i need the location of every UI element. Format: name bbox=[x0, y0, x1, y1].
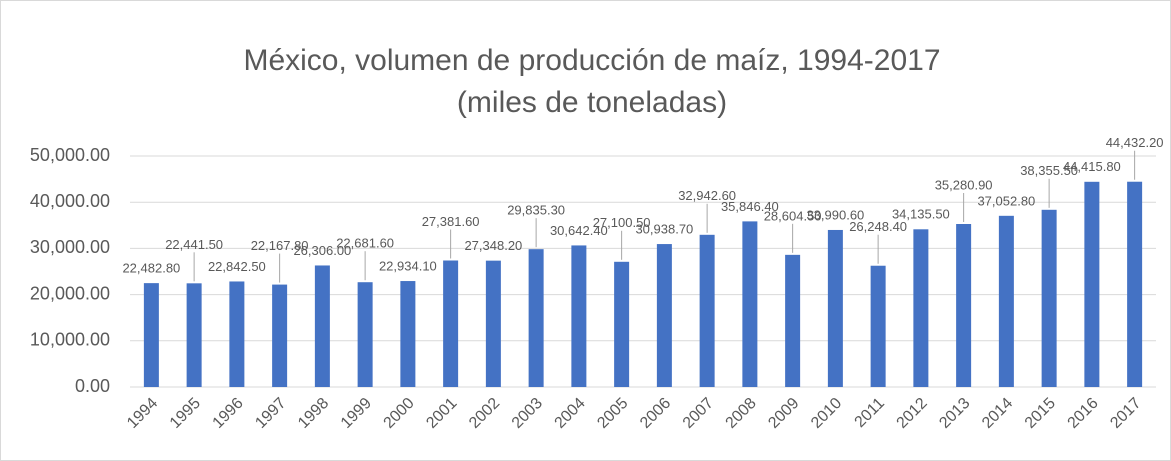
bar bbox=[143, 283, 159, 387]
value-label: 26,248.40 bbox=[849, 219, 907, 234]
bar bbox=[913, 229, 929, 387]
y-tick-label: 20,000.00 bbox=[30, 283, 110, 303]
bar bbox=[1127, 181, 1143, 387]
value-label: 32,942.60 bbox=[678, 188, 736, 203]
bar bbox=[272, 284, 288, 387]
bar bbox=[1041, 209, 1057, 387]
bar bbox=[699, 234, 715, 387]
y-tick-label: 50,000.00 bbox=[30, 145, 110, 165]
value-label: 30,938.70 bbox=[635, 222, 693, 237]
value-label: 22,441.50 bbox=[165, 237, 223, 252]
bar bbox=[1084, 181, 1100, 387]
value-label: 22,167.80 bbox=[251, 238, 309, 253]
y-tick-label: 30,000.00 bbox=[30, 237, 110, 257]
chart-subtitle: (miles de toneladas) bbox=[457, 86, 727, 119]
bar bbox=[998, 215, 1014, 387]
bar bbox=[528, 249, 544, 387]
value-label: 35,846.40 bbox=[721, 199, 779, 214]
value-label: 28,604.50 bbox=[764, 208, 822, 223]
bar bbox=[742, 221, 758, 387]
bar bbox=[870, 265, 886, 387]
value-label: 29,835.30 bbox=[507, 203, 565, 218]
value-label: 22,681.60 bbox=[336, 236, 394, 251]
value-label: 44,415.80 bbox=[1063, 159, 1121, 174]
value-label: 44,432.20 bbox=[1106, 135, 1164, 150]
bar bbox=[229, 281, 245, 387]
bar bbox=[571, 245, 587, 387]
bar bbox=[485, 260, 501, 387]
value-label: 27,100.50 bbox=[593, 215, 651, 230]
value-label: 38,355.50 bbox=[1020, 163, 1078, 178]
bar bbox=[785, 254, 801, 387]
bar bbox=[400, 281, 416, 387]
bar bbox=[956, 224, 972, 387]
bar bbox=[827, 229, 843, 387]
y-tick-label: 10,000.00 bbox=[30, 330, 110, 350]
value-label: 26,306.00 bbox=[293, 243, 351, 258]
chart-title: México, volumen de producción de maíz, 1… bbox=[243, 44, 940, 77]
value-label: 22,482.80 bbox=[122, 261, 180, 276]
value-label: 35,280.90 bbox=[935, 177, 993, 192]
value-label: 33,990.60 bbox=[806, 207, 864, 222]
bar bbox=[443, 260, 459, 387]
value-label: 37,052.80 bbox=[977, 193, 1035, 208]
bar bbox=[186, 283, 202, 387]
y-tick-label: 40,000.00 bbox=[30, 191, 110, 211]
value-label: 27,348.20 bbox=[464, 238, 522, 253]
value-label: 30,642.40 bbox=[550, 223, 608, 238]
bar bbox=[656, 244, 672, 387]
value-label: 34,135.50 bbox=[892, 207, 950, 222]
bar bbox=[357, 282, 373, 387]
y-tick-label: 0.00 bbox=[75, 376, 110, 396]
bar bbox=[614, 261, 630, 387]
bar bbox=[314, 265, 330, 387]
value-label: 22,842.50 bbox=[208, 259, 266, 274]
value-label: 22,934.10 bbox=[379, 258, 437, 273]
value-label: 27,381.60 bbox=[422, 214, 480, 229]
